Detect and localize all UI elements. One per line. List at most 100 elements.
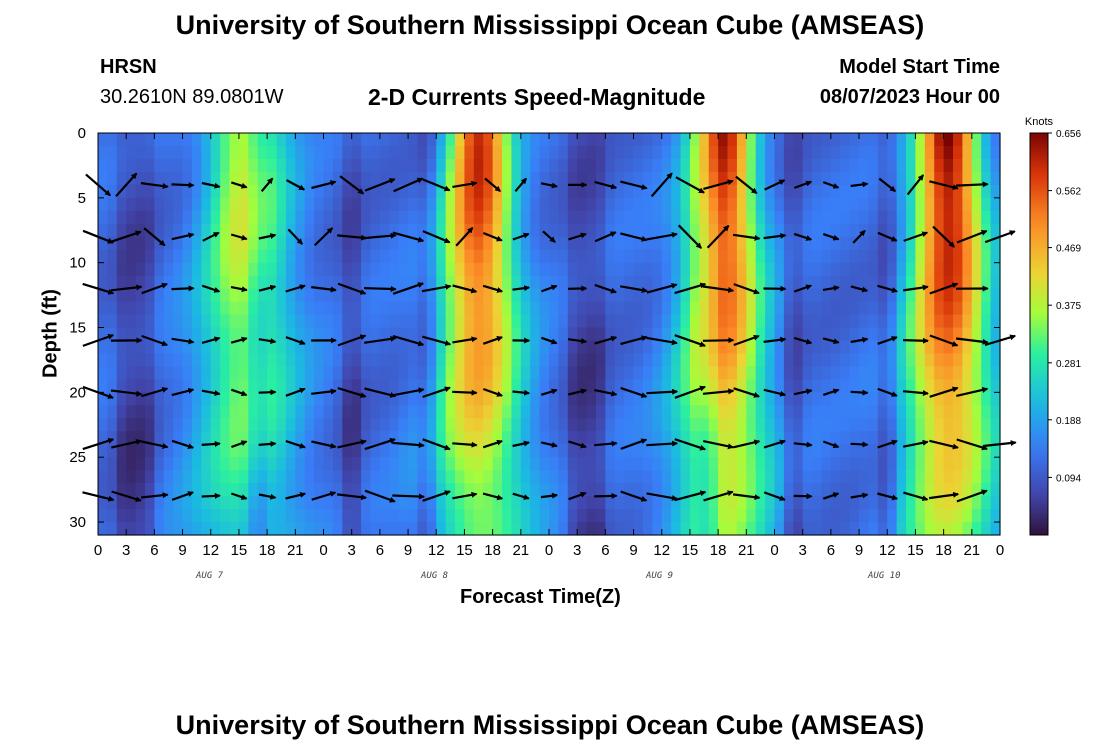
heatmap-cell bbox=[502, 522, 513, 536]
current-arrow bbox=[568, 440, 587, 449]
heatmap-cell bbox=[793, 314, 804, 329]
heatmap-cell bbox=[661, 431, 672, 445]
heatmap-cell bbox=[502, 405, 513, 419]
heatmap-cell bbox=[511, 275, 522, 290]
heatmap-cell bbox=[370, 197, 381, 212]
heatmap-cell bbox=[783, 197, 794, 212]
heatmap-cell bbox=[361, 418, 372, 432]
heatmap-cell bbox=[802, 275, 813, 290]
heatmap-cell bbox=[708, 236, 719, 251]
heatmap-cell bbox=[652, 158, 663, 173]
heatmap-cell bbox=[304, 496, 315, 510]
heatmap-cell bbox=[342, 275, 353, 290]
heatmap-cell bbox=[116, 496, 127, 510]
heatmap-cell bbox=[830, 522, 841, 536]
heatmap-cell bbox=[821, 496, 832, 510]
heatmap-cell bbox=[201, 236, 212, 251]
heatmap-cell bbox=[323, 509, 334, 523]
heatmap-cell bbox=[220, 366, 231, 380]
current-arrow bbox=[171, 491, 194, 501]
heatmap-cell bbox=[248, 145, 259, 160]
heatmap-cell bbox=[520, 249, 531, 264]
heatmap-cell bbox=[699, 392, 710, 406]
heatmap-cell bbox=[549, 236, 559, 251]
heatmap-cell bbox=[351, 145, 362, 160]
heatmap-cell bbox=[154, 210, 165, 225]
heatmap-cell bbox=[473, 301, 484, 316]
heatmap-cell bbox=[511, 457, 522, 471]
heatmap-cell bbox=[107, 197, 118, 212]
heatmap-cell bbox=[962, 288, 973, 303]
heatmap-cell bbox=[953, 327, 964, 342]
heatmap-cell bbox=[896, 431, 907, 445]
heatmap-cell bbox=[473, 470, 484, 484]
heatmap-cell bbox=[445, 158, 456, 173]
heatmap-cell bbox=[755, 236, 766, 251]
heatmap-cell bbox=[849, 353, 860, 368]
heatmap-cell bbox=[934, 275, 945, 290]
current-arrow bbox=[285, 284, 306, 293]
heatmap-cell bbox=[502, 184, 513, 199]
heatmap-cell bbox=[624, 496, 635, 510]
heatmap-cell bbox=[915, 288, 926, 303]
heatmap-cell bbox=[962, 301, 973, 316]
heatmap-cell bbox=[934, 197, 945, 212]
current-arrow bbox=[422, 335, 452, 346]
heatmap-cell bbox=[906, 457, 917, 471]
heatmap-cell bbox=[774, 366, 785, 380]
heatmap-cell bbox=[671, 133, 682, 147]
heatmap-cell bbox=[182, 236, 193, 251]
heatmap-cell bbox=[746, 210, 757, 225]
heatmap-cell bbox=[953, 496, 964, 510]
heatmap-cell bbox=[605, 210, 616, 225]
heatmap-cell bbox=[389, 379, 400, 393]
heatmap-cell bbox=[314, 288, 325, 303]
heatmap-cell bbox=[445, 496, 456, 510]
heatmap-cell bbox=[483, 405, 494, 419]
heatmap-cell bbox=[558, 314, 569, 329]
heatmap-cell bbox=[567, 314, 578, 329]
heatmap-cell bbox=[257, 366, 268, 380]
heatmap-cell bbox=[163, 509, 174, 523]
heatmap-cell bbox=[511, 431, 522, 445]
heatmap-cell bbox=[577, 301, 588, 316]
heatmap-cell bbox=[323, 236, 334, 251]
heatmap-cell bbox=[924, 184, 935, 199]
heatmap-cell bbox=[126, 197, 137, 212]
heatmap-cell bbox=[736, 158, 747, 173]
heatmap-cell bbox=[962, 522, 973, 536]
heatmap-cell bbox=[680, 314, 691, 329]
heatmap-cell bbox=[492, 366, 503, 380]
heatmap-cell bbox=[671, 470, 682, 484]
heatmap-cell bbox=[906, 470, 917, 484]
heatmap-cell bbox=[426, 340, 437, 355]
heatmap-cell bbox=[633, 210, 644, 225]
heatmap-cell bbox=[896, 236, 907, 251]
heatmap-cell bbox=[924, 522, 935, 536]
heatmap-cell bbox=[163, 301, 174, 316]
heatmap-cell bbox=[126, 353, 137, 368]
heatmap-cell bbox=[426, 249, 437, 264]
heatmap-cell bbox=[511, 392, 522, 406]
heatmap-cell bbox=[586, 262, 597, 277]
heatmap-cell bbox=[661, 262, 672, 277]
heatmap-cell bbox=[830, 418, 841, 432]
heatmap-cell bbox=[107, 353, 118, 368]
heatmap-cell bbox=[314, 314, 325, 329]
heatmap-cell bbox=[361, 314, 372, 329]
heatmap-cell bbox=[821, 184, 832, 199]
heatmap-cell bbox=[887, 379, 898, 393]
heatmap-layer bbox=[98, 133, 1001, 536]
heatmap-cell bbox=[924, 275, 935, 290]
heatmap-cell bbox=[248, 470, 259, 484]
heatmap-cell bbox=[342, 262, 353, 277]
heatmap-cell bbox=[708, 133, 719, 147]
heatmap-cell bbox=[671, 379, 682, 393]
heatmap-cell bbox=[661, 249, 672, 264]
heatmap-cell bbox=[445, 366, 456, 380]
heatmap-cell bbox=[520, 158, 531, 173]
heatmap-cell bbox=[586, 314, 597, 329]
heatmap-cell bbox=[934, 418, 945, 432]
heatmap-cell bbox=[624, 392, 635, 406]
heatmap-cell bbox=[173, 509, 184, 523]
